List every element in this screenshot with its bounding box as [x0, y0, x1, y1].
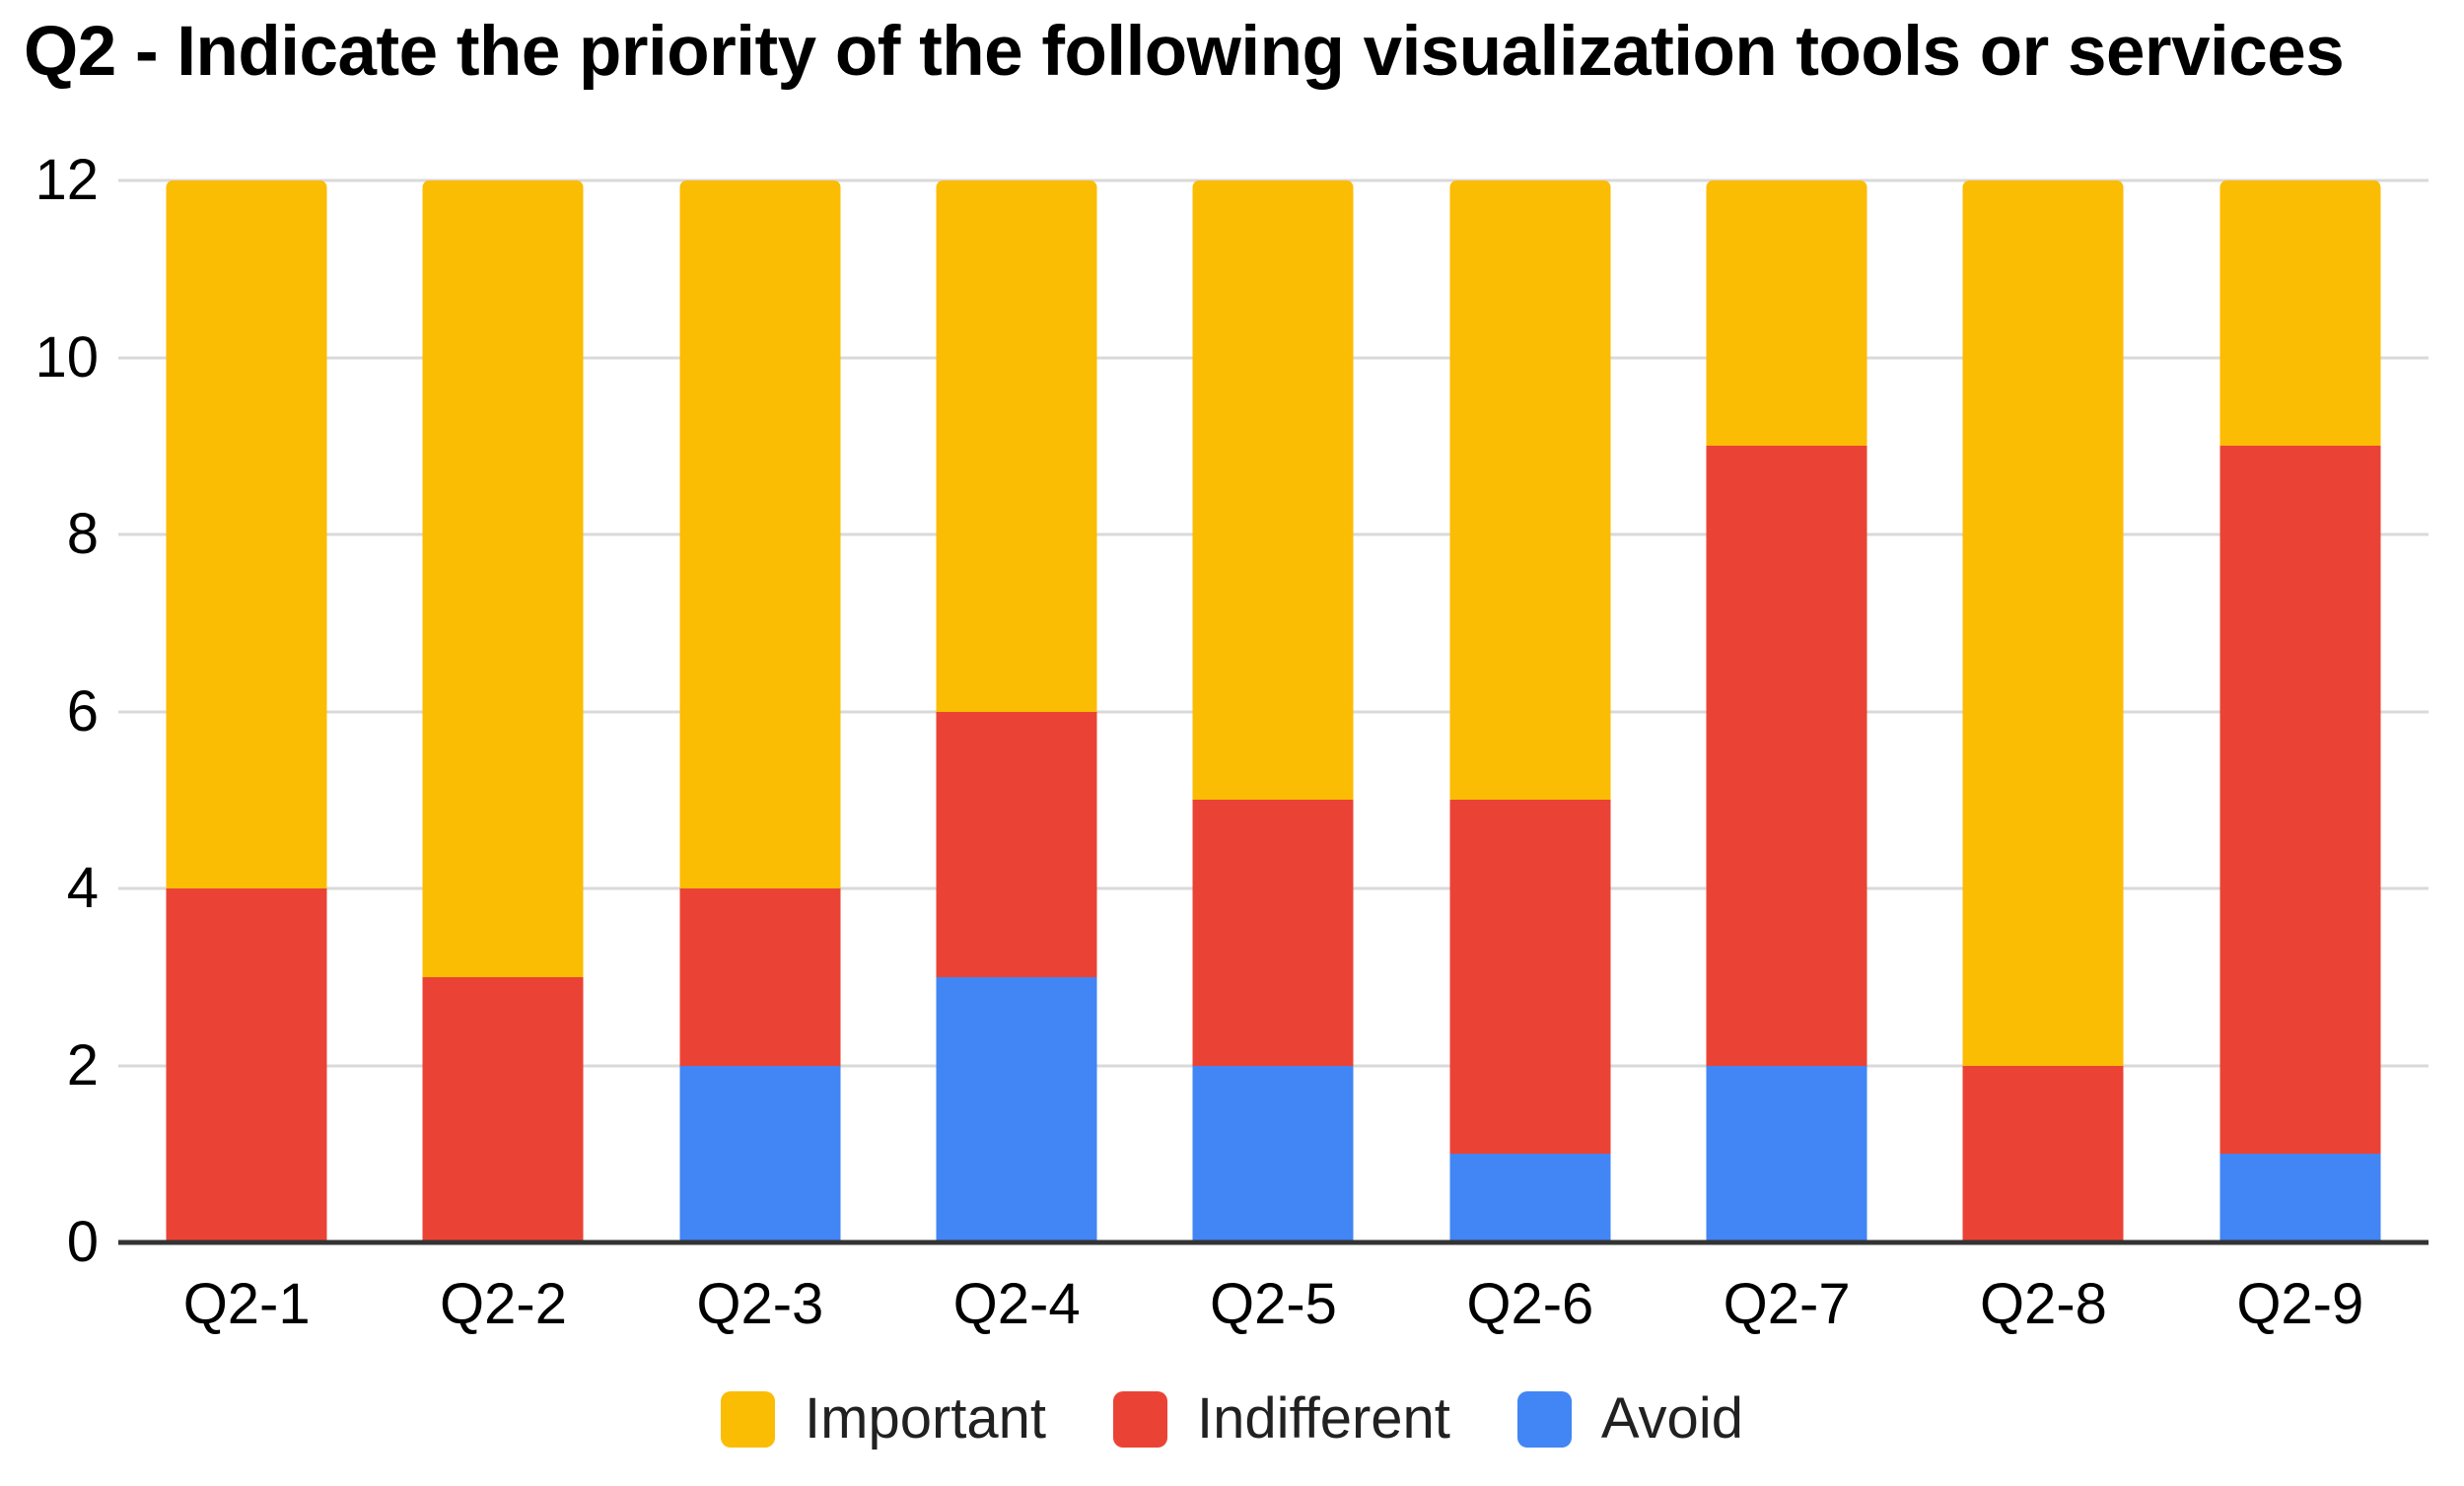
bar-segment-important-Q2-1 [166, 180, 327, 888]
x-tick-label-Q2-4: Q2-4 [952, 1272, 1081, 1336]
bar-segment-important-Q2-7 [1706, 180, 1867, 447]
bar-segment-indifferent-Q2-3 [679, 888, 841, 1066]
x-tick-label-Q2-5: Q2-5 [1210, 1272, 1337, 1336]
bar-segment-indifferent-Q2-5 [1192, 800, 1354, 1066]
x-axis: Q2-1 Q2-2 Q2-3 Q2-4 Q2-5 Q2-6 Q2-7 Q2-8 Q2-9 [118, 1276, 2429, 1333]
x-tick-label-Q2-1: Q2-1 [182, 1272, 311, 1336]
bar-segment-avoid-Q2-3 [679, 1065, 841, 1242]
bar-segment-avoid-Q2-4 [936, 976, 1097, 1242]
bar-Q2-7 [1706, 180, 1867, 1242]
bars [118, 180, 2429, 1242]
legend-swatch-avoid [1516, 1390, 1572, 1448]
x-tick-label-Q2-9: Q2-9 [2236, 1272, 2364, 1336]
bar-Q2-6 [1449, 180, 1611, 1242]
x-tick-label-Q2-3: Q2-3 [696, 1272, 824, 1336]
bar-segment-important-Q2-6 [1449, 180, 1611, 801]
bar-segment-important-Q2-8 [1962, 180, 2124, 1066]
y-tick-label: 4 [66, 856, 99, 920]
bar-column-Q2-4 [888, 180, 1145, 1242]
y-tick-label: 12 [35, 148, 99, 212]
legend-label-avoid: Avoid [1600, 1386, 1743, 1451]
x-tick-label-Q2-7: Q2-7 [1723, 1272, 1851, 1336]
bar-Q2-8 [1962, 180, 2124, 1242]
x-tick-label-Q2-6: Q2-6 [1466, 1272, 1594, 1336]
bar-column-Q2-2 [375, 180, 631, 1242]
bar-segment-important-Q2-2 [422, 180, 584, 977]
y-tick-label: 10 [35, 324, 99, 389]
bar-Q2-5 [1192, 180, 1354, 1242]
bar-Q2-9 [2219, 180, 2381, 1242]
legend: Important Indifferent Avoid [0, 1390, 2464, 1448]
bar-segment-indifferent-Q2-2 [422, 976, 584, 1242]
bar-segment-avoid-Q2-9 [2219, 1154, 2381, 1242]
bar-column-Q2-7 [1658, 180, 1915, 1242]
x-tick-label-Q2-2: Q2-2 [440, 1272, 567, 1336]
bar-column-Q2-9 [2172, 180, 2429, 1242]
bar-column-Q2-3 [632, 180, 888, 1242]
x-tick-label-Q2-8: Q2-8 [1979, 1272, 2107, 1336]
bar-segment-indifferent-Q2-8 [1962, 1065, 2124, 1242]
y-axis: 0 2 4 6 8 10 12 [0, 152, 99, 1271]
legend-item-important: Important [721, 1390, 1046, 1448]
bar-segment-avoid-Q2-7 [1706, 1065, 1867, 1242]
bar-segment-indifferent-Q2-6 [1449, 800, 1611, 1155]
legend-item-avoid: Avoid [1516, 1386, 1743, 1451]
bar-segment-indifferent-Q2-4 [936, 711, 1097, 977]
bar-Q2-3 [679, 180, 841, 1242]
bar-column-Q2-1 [118, 180, 375, 1242]
bar-segment-important-Q2-4 [936, 180, 1097, 712]
bar-column-Q2-6 [1402, 180, 1658, 1242]
bar-segment-avoid-Q2-6 [1449, 1154, 1611, 1242]
chart-title: Q2 - Indicate the priority of the follow… [24, 13, 2345, 91]
bar-column-Q2-5 [1145, 180, 1401, 1242]
y-tick-label: 2 [66, 1032, 99, 1097]
legend-swatch-indifferent [1113, 1390, 1168, 1448]
bar-segment-important-Q2-3 [679, 180, 841, 888]
legend-label-important: Important [805, 1386, 1047, 1451]
bar-Q2-4 [936, 180, 1097, 1242]
bar-segment-indifferent-Q2-9 [2219, 446, 2381, 1155]
legend-label-indifferent: Indifferent [1197, 1386, 1450, 1451]
y-tick-label: 6 [66, 678, 99, 743]
bar-column-Q2-8 [1915, 180, 2171, 1242]
x-baseline [118, 1239, 2429, 1245]
legend-swatch-important [721, 1390, 776, 1448]
bar-Q2-1 [166, 180, 327, 1242]
plot-area [118, 178, 2429, 1245]
bar-segment-indifferent-Q2-7 [1706, 446, 1867, 1066]
bar-Q2-2 [422, 180, 584, 1242]
y-tick-label: 8 [66, 502, 99, 566]
bar-segment-important-Q2-5 [1192, 180, 1354, 801]
y-tick-label: 0 [66, 1210, 99, 1274]
bar-segment-indifferent-Q2-1 [166, 888, 327, 1242]
bar-segment-important-Q2-9 [2219, 180, 2381, 447]
legend-item-indifferent: Indifferent [1113, 1390, 1450, 1448]
bar-segment-avoid-Q2-5 [1192, 1065, 1354, 1242]
